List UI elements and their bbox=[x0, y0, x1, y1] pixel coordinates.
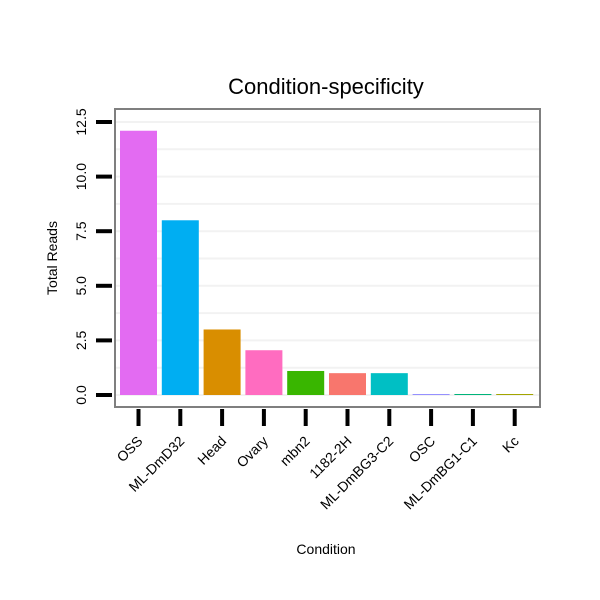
bar-head bbox=[203, 329, 241, 395]
plot-frame bbox=[114, 108, 541, 408]
y-tick-label: 0.0 bbox=[73, 385, 89, 405]
bar-ovary bbox=[245, 350, 283, 395]
bar-1182-2h bbox=[329, 373, 366, 395]
y-tick-label: 7.5 bbox=[73, 221, 89, 241]
bar-mbn2 bbox=[287, 370, 325, 395]
bar-oss bbox=[120, 130, 157, 395]
bars bbox=[120, 130, 534, 395]
y-axis: 0.0 2.5 5.0 7.5 10.0 12.5 bbox=[73, 108, 112, 405]
y-axis-label: Total Reads bbox=[44, 221, 60, 295]
x-axis-label: Condition bbox=[296, 541, 355, 557]
y-tick-label: 5.0 bbox=[73, 276, 89, 296]
y-tick-label: 2.5 bbox=[73, 330, 89, 350]
chart-title: Condition-specificity bbox=[228, 74, 424, 99]
bar-ml-dmd32 bbox=[161, 220, 199, 395]
bar-osc bbox=[412, 394, 450, 395]
bar-ml-dmbg1-c1 bbox=[454, 394, 492, 395]
bar-kc bbox=[496, 394, 534, 395]
y-tick-label: 10.0 bbox=[73, 163, 89, 190]
y-tick-label: 12.5 bbox=[73, 108, 89, 135]
bar-ml-dmbg3-c2 bbox=[370, 373, 408, 395]
